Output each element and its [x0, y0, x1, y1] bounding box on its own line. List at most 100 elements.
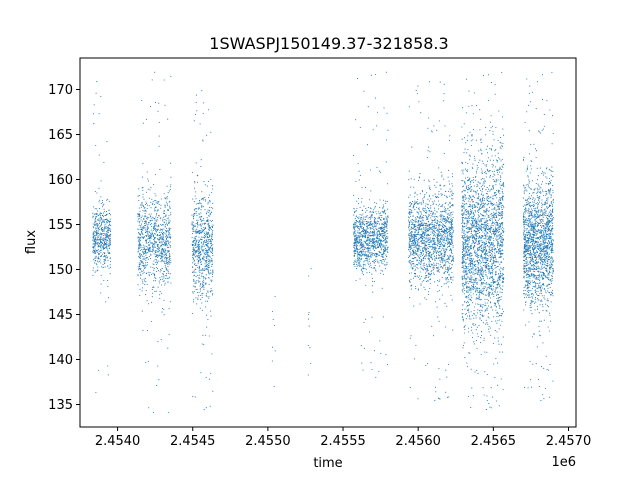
data-point: [435, 196, 437, 198]
data-point: [144, 229, 146, 231]
data-point: [145, 265, 147, 267]
data-point: [212, 207, 214, 209]
data-point: [435, 186, 437, 188]
data-point: [427, 220, 429, 222]
data-point: [417, 213, 420, 215]
data-point: [362, 251, 364, 253]
data-point: [381, 229, 383, 232]
data-point: [148, 245, 150, 247]
data-point: [149, 106, 152, 108]
data-point: [105, 234, 107, 236]
data-point: [167, 277, 169, 279]
data-point: [447, 363, 450, 365]
data-point: [162, 240, 164, 242]
data-point: [157, 224, 160, 226]
data-point: [161, 223, 163, 225]
data-point: [380, 249, 382, 251]
data-point: [168, 231, 170, 233]
data-point: [146, 228, 148, 230]
data-point: [373, 229, 375, 231]
data-point: [140, 261, 143, 263]
data-point: [385, 244, 387, 246]
data-point: [193, 230, 195, 232]
data-point: [370, 169, 372, 171]
data-point: [150, 237, 152, 239]
data-point: [355, 119, 357, 121]
data-point: [408, 208, 410, 210]
data-point: [428, 195, 430, 197]
data-point: [94, 243, 96, 245]
data-point: [192, 218, 195, 220]
data-point: [104, 238, 106, 241]
data-point: [445, 202, 447, 204]
data-point: [208, 246, 210, 248]
data-point: [421, 241, 423, 243]
data-point: [210, 242, 212, 244]
data-point: [163, 242, 165, 244]
data-point: [140, 225, 142, 227]
data-point: [100, 237, 102, 239]
data-point: [478, 293, 481, 295]
data-point: [466, 227, 468, 230]
data-point: [483, 185, 485, 187]
data-point: [148, 250, 150, 252]
data-point: [139, 257, 141, 259]
data-point: [105, 301, 107, 303]
data-point: [192, 226, 194, 228]
data-point: [142, 209, 144, 212]
data-point: [95, 234, 97, 236]
data-point: [451, 243, 453, 245]
data-point: [147, 223, 149, 225]
data-point: [106, 231, 108, 233]
data-point: [169, 200, 171, 202]
data-point: [101, 222, 103, 224]
data-point: [359, 206, 361, 208]
data-point: [102, 246, 104, 248]
data-point: [105, 214, 107, 216]
data-point: [166, 230, 168, 232]
data-point: [271, 346, 274, 348]
data-point: [441, 236, 443, 238]
data-point: [202, 102, 204, 104]
data-point: [439, 378, 441, 380]
data-point: [381, 287, 383, 289]
data-point: [482, 259, 484, 261]
data-point: [207, 201, 209, 203]
data-point: [141, 287, 144, 289]
data-point: [379, 239, 381, 242]
data-point: [159, 277, 161, 279]
data-point: [209, 240, 211, 242]
data-point: [355, 268, 357, 270]
data-point: [207, 290, 209, 292]
data-point: [374, 221, 376, 224]
data-point: [445, 228, 447, 230]
data-point: [97, 256, 99, 258]
data-point: [194, 282, 196, 285]
data-point: [415, 228, 417, 230]
data-point: [437, 263, 439, 265]
data-point: [422, 269, 424, 271]
data-point: [434, 246, 436, 248]
data-point: [200, 242, 202, 244]
data-point: [192, 257, 195, 259]
data-point: [484, 224, 486, 226]
data-point: [202, 206, 204, 208]
data-point: [362, 210, 364, 212]
data-point: [99, 238, 101, 240]
data-point: [374, 234, 376, 236]
data-point: [448, 235, 450, 237]
data-point: [165, 260, 167, 262]
data-point: [426, 251, 428, 253]
data-point: [360, 269, 362, 272]
data-point: [155, 256, 157, 258]
data-point: [166, 217, 168, 220]
data-point: [374, 73, 377, 76]
data-point: [166, 230, 169, 232]
data-point: [203, 344, 205, 346]
data-point: [374, 232, 376, 234]
data-point: [151, 223, 153, 225]
data-point: [421, 223, 423, 225]
data-point: [462, 275, 464, 277]
data-point: [209, 251, 211, 253]
